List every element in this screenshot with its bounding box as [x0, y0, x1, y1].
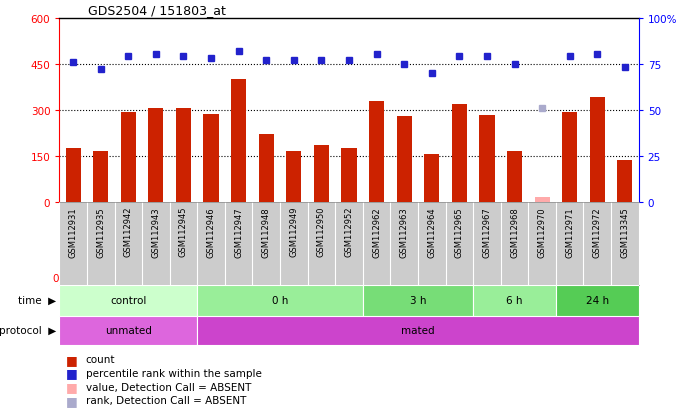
- Bar: [148, 109, 163, 202]
- Text: ■: ■: [66, 353, 78, 366]
- Text: GSM112943: GSM112943: [151, 206, 161, 257]
- Text: GSM112946: GSM112946: [207, 206, 216, 257]
- Text: 0: 0: [53, 273, 59, 283]
- Bar: [556, 285, 639, 316]
- Text: rank, Detection Call = ABSENT: rank, Detection Call = ABSENT: [86, 395, 246, 405]
- Text: GSM112971: GSM112971: [565, 206, 574, 257]
- Text: GSM112964: GSM112964: [427, 206, 436, 257]
- Text: GSM112972: GSM112972: [593, 206, 602, 257]
- Text: GSM112950: GSM112950: [317, 206, 326, 257]
- Text: GSM112931: GSM112931: [68, 206, 77, 257]
- Text: GSM112935: GSM112935: [96, 206, 105, 257]
- Text: GSM112948: GSM112948: [262, 206, 271, 257]
- Text: GSM113345: GSM113345: [621, 206, 630, 257]
- Bar: [59, 316, 198, 345]
- Text: GSM112970: GSM112970: [537, 206, 547, 257]
- Bar: [396, 116, 412, 202]
- Text: GSM112962: GSM112962: [372, 206, 381, 257]
- Text: GSM112949: GSM112949: [290, 206, 298, 257]
- Bar: [259, 135, 274, 202]
- Text: GSM112963: GSM112963: [400, 206, 408, 257]
- Bar: [286, 152, 302, 202]
- Text: control: control: [110, 295, 147, 306]
- Text: percentile rank within the sample: percentile rank within the sample: [86, 368, 262, 378]
- Bar: [424, 155, 439, 202]
- Text: GSM112965: GSM112965: [455, 206, 464, 257]
- Text: protocol  ▶: protocol ▶: [0, 325, 56, 335]
- Bar: [452, 105, 467, 202]
- Bar: [480, 116, 494, 202]
- Bar: [363, 285, 473, 316]
- Text: 0 h: 0 h: [272, 295, 288, 306]
- Bar: [93, 152, 108, 202]
- Bar: [176, 109, 191, 202]
- Bar: [231, 80, 246, 202]
- Text: GSM112945: GSM112945: [179, 206, 188, 257]
- Bar: [473, 285, 556, 316]
- Bar: [369, 101, 384, 202]
- Bar: [617, 161, 632, 202]
- Bar: [341, 149, 357, 202]
- Bar: [314, 146, 329, 202]
- Bar: [198, 285, 363, 316]
- Text: GDS2504 / 151803_at: GDS2504 / 151803_at: [88, 5, 226, 17]
- Bar: [590, 98, 605, 202]
- Text: mated: mated: [401, 325, 435, 335]
- Text: GSM112968: GSM112968: [510, 206, 519, 257]
- Bar: [198, 316, 639, 345]
- Text: GSM112942: GSM112942: [124, 206, 133, 257]
- Bar: [66, 149, 81, 202]
- Text: 3 h: 3 h: [410, 295, 426, 306]
- Bar: [59, 285, 198, 316]
- Text: count: count: [86, 354, 115, 364]
- Text: GSM112947: GSM112947: [234, 206, 243, 257]
- Text: 6 h: 6 h: [506, 295, 523, 306]
- Text: GSM112967: GSM112967: [482, 206, 491, 257]
- Text: ■: ■: [66, 394, 78, 407]
- Text: ■: ■: [66, 366, 78, 380]
- Text: 24 h: 24 h: [586, 295, 609, 306]
- Text: GSM112952: GSM112952: [345, 206, 353, 257]
- Text: unmated: unmated: [105, 325, 151, 335]
- Bar: [507, 152, 522, 202]
- Text: value, Detection Call = ABSENT: value, Detection Call = ABSENT: [86, 382, 251, 392]
- Text: time  ▶: time ▶: [17, 295, 56, 306]
- Bar: [204, 115, 218, 202]
- Bar: [535, 198, 550, 202]
- Bar: [562, 113, 577, 202]
- Bar: [121, 113, 136, 202]
- Text: ■: ■: [66, 380, 78, 393]
